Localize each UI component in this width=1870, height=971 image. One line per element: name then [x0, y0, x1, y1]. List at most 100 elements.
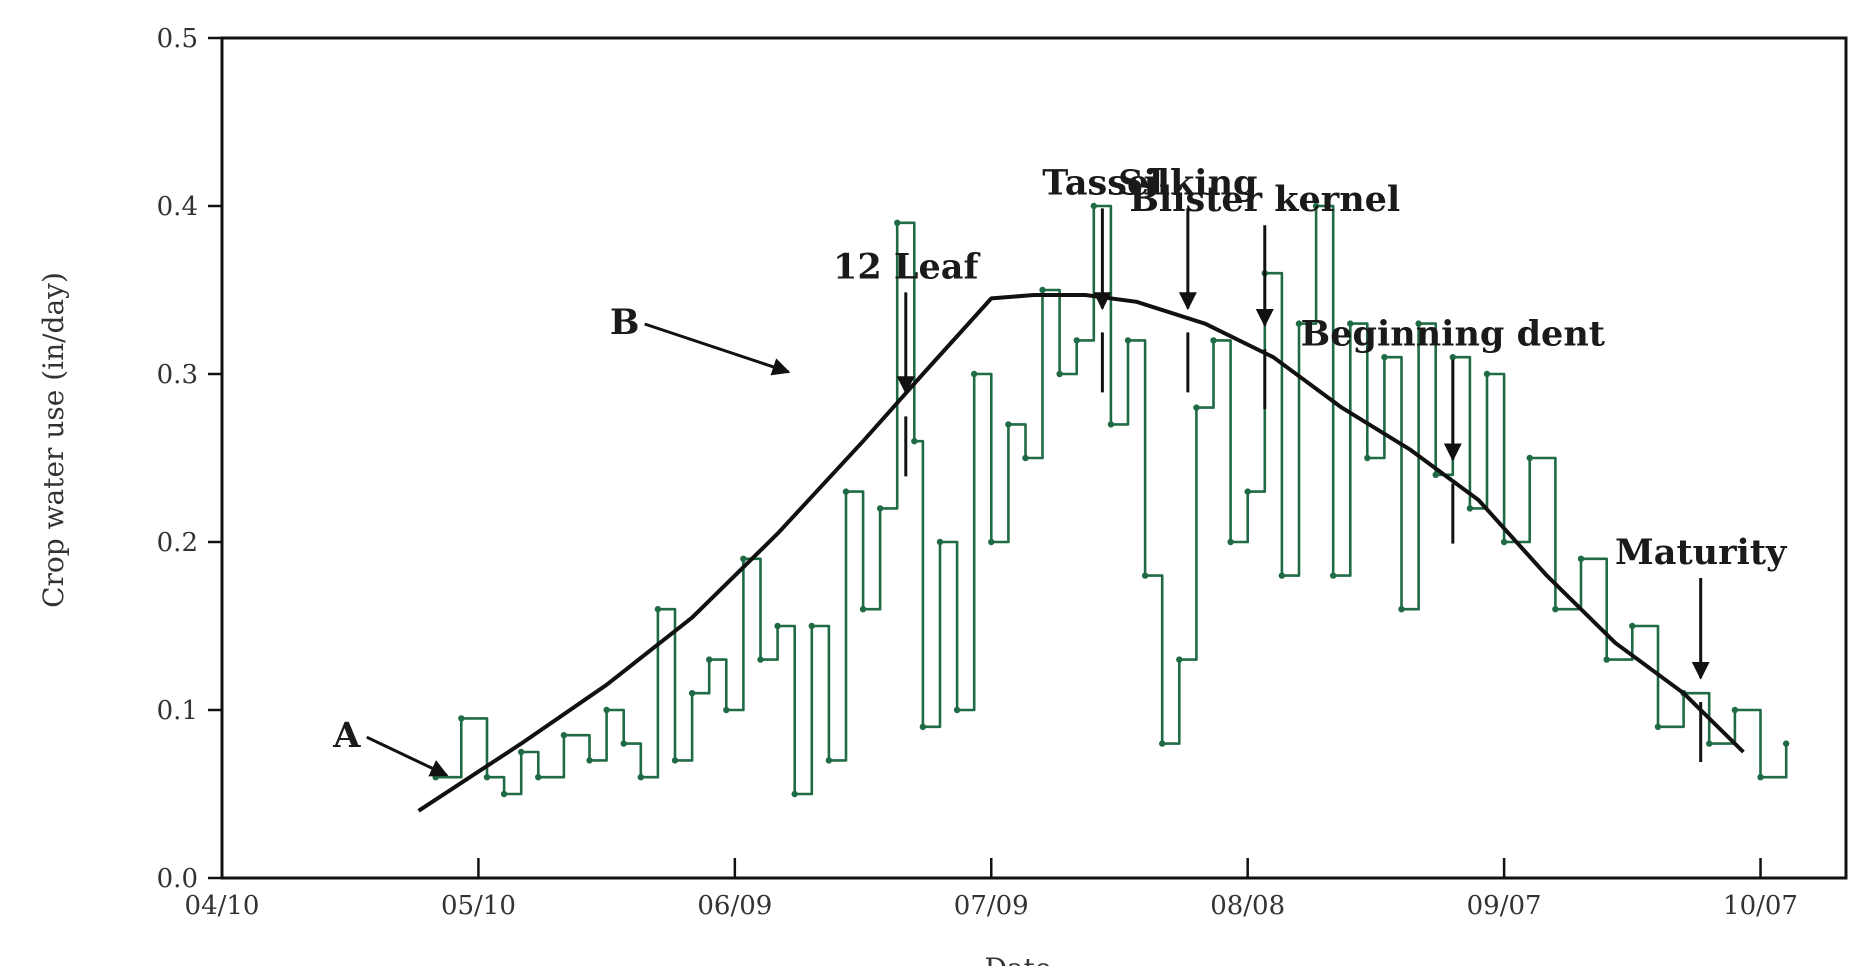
data-point — [1124, 337, 1132, 344]
data-point — [919, 723, 927, 730]
data-point — [1210, 337, 1217, 344]
data-point — [603, 706, 610, 714]
y-tick-label: 0.1 — [157, 696, 198, 726]
data-point — [671, 757, 679, 764]
annotation-blister-kernel: Blister kernel — [1129, 179, 1400, 410]
data-point — [1056, 370, 1063, 378]
data-point — [1295, 320, 1303, 327]
y-axis-title: Crop water use (in/day) — [37, 272, 70, 608]
annotation-label: Blister kernel — [1129, 179, 1400, 220]
data-point — [500, 790, 508, 798]
annotation-label: A — [332, 715, 361, 756]
annotation-silking: Silking — [1118, 162, 1258, 393]
x-tick-label: 09/07 — [1467, 891, 1542, 921]
data-point — [1466, 505, 1474, 512]
data-point — [1577, 555, 1585, 562]
data-point — [1526, 454, 1533, 462]
data-point — [791, 790, 798, 798]
annotation-a: A — [332, 715, 449, 777]
data-point — [637, 774, 645, 781]
data-point — [936, 538, 944, 546]
data-point — [757, 656, 764, 663]
data-point — [1022, 454, 1029, 462]
x-tick-label: 05/10 — [441, 891, 516, 921]
data-point — [706, 656, 713, 663]
data-point — [620, 740, 627, 747]
data-point — [1500, 538, 1508, 546]
y-tick-label: 0.3 — [157, 360, 198, 390]
series-line-average — [417, 293, 1745, 813]
x-tick-label: 10/07 — [1723, 891, 1798, 921]
x-axis-title: Date — [985, 952, 1052, 966]
data-point — [723, 706, 730, 714]
data-point — [654, 606, 662, 613]
data-point — [1073, 337, 1080, 344]
data-point — [1347, 320, 1354, 327]
series-line-daily — [435, 204, 1788, 796]
data-point — [1364, 454, 1371, 462]
data-point — [808, 622, 815, 630]
annotation-label: Tassel — [1042, 162, 1162, 203]
x-tick-label: 08/08 — [1210, 891, 1285, 921]
annotation-label: Silking — [1118, 162, 1257, 203]
data-point — [1107, 421, 1115, 428]
annotation-maturity: Maturity — [1615, 532, 1788, 762]
data-point — [1039, 286, 1046, 294]
axes-layer — [220, 36, 1848, 880]
y-tick-label: 0.4 — [157, 192, 198, 222]
data-point — [1312, 202, 1320, 210]
data-point — [988, 538, 995, 546]
data-point — [1706, 740, 1713, 747]
series-layer — [417, 202, 1790, 813]
data-point — [953, 706, 961, 714]
data-point — [1552, 606, 1559, 613]
data-point — [1176, 656, 1183, 663]
annotation-arrow — [366, 735, 449, 777]
y-tick-label: 0.0 — [157, 864, 198, 894]
data-point — [1782, 740, 1790, 747]
data-point — [483, 774, 491, 781]
data-point — [894, 219, 901, 226]
data-point — [970, 370, 978, 378]
data-point — [560, 732, 568, 739]
x-tick-label: 07/09 — [954, 891, 1029, 921]
data-point — [1090, 202, 1098, 210]
data-point — [1757, 774, 1764, 781]
data-point — [1381, 354, 1388, 361]
data-point — [1278, 572, 1286, 579]
data-point — [458, 715, 465, 722]
data-point — [774, 622, 781, 630]
data-point — [1193, 404, 1200, 411]
annotation-tassel: Tassel — [1042, 162, 1163, 393]
x-tick-label: 06/09 — [697, 891, 772, 921]
annotation-beginning-dent: Beginning dent — [1301, 314, 1605, 544]
data-point — [535, 774, 542, 781]
y-tick-label: 0.5 — [157, 24, 198, 54]
data-point — [740, 555, 747, 562]
annotation-12-leaf: 12 Leaf — [833, 246, 980, 477]
data-point — [1227, 538, 1234, 546]
data-point — [1398, 606, 1405, 613]
annotation-b: B — [610, 302, 791, 376]
annotation-arrow — [644, 322, 791, 376]
data-point — [1141, 572, 1149, 579]
data-point — [432, 774, 439, 781]
ticks-layer: 0.0 0.1 0.2 0.3 0.4 0.5 04/10 05/10 06/09 07/09 08… — [157, 24, 1798, 921]
data-point — [1654, 723, 1662, 730]
x-tick-label: 04/10 — [185, 891, 260, 921]
data-point — [876, 505, 884, 512]
annotation-label: Beginning dent — [1301, 314, 1605, 355]
annotation-label: 12 Leaf — [833, 246, 980, 287]
data-point — [1629, 622, 1636, 630]
plot-frame — [220, 36, 1848, 880]
data-point — [842, 488, 850, 495]
data-point — [1449, 354, 1457, 361]
annotation-label: Maturity — [1615, 532, 1788, 573]
data-point — [911, 438, 918, 445]
data-point — [1005, 421, 1012, 428]
data-point — [1244, 488, 1251, 495]
data-point — [1731, 706, 1739, 714]
data-point — [1432, 471, 1439, 478]
